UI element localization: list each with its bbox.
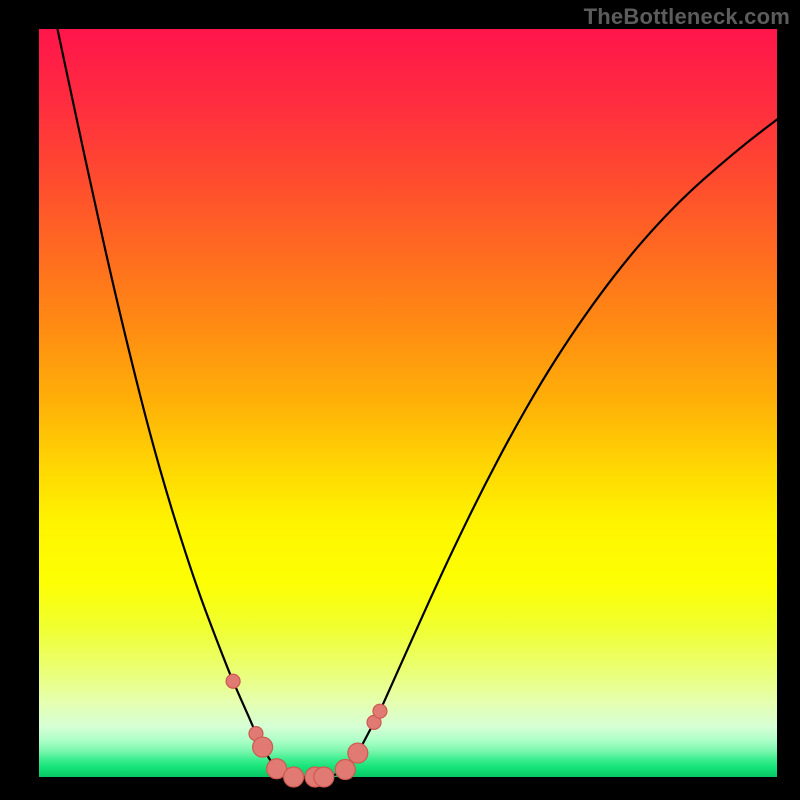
- marker-point: [314, 767, 334, 787]
- marker-point: [335, 760, 355, 780]
- chart-stage: TheBottleneck.com: [0, 0, 800, 800]
- marker-point: [226, 674, 240, 688]
- bottleneck-chart: [0, 0, 800, 800]
- marker-point: [348, 743, 368, 763]
- marker-point: [373, 704, 387, 718]
- marker-point: [253, 737, 273, 757]
- plot-background: [39, 29, 777, 777]
- marker-point: [284, 767, 304, 787]
- watermark-text: TheBottleneck.com: [584, 4, 790, 30]
